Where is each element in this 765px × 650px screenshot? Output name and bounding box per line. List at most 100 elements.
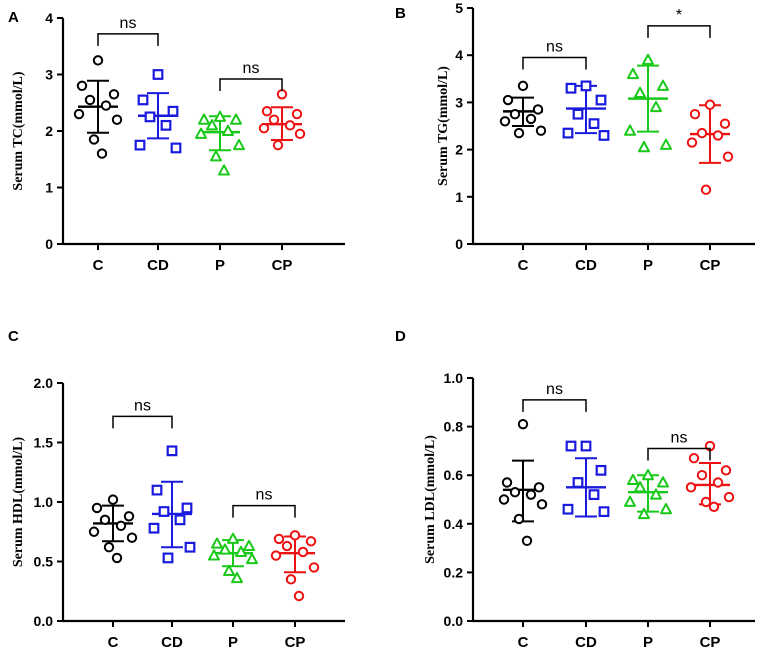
data-point — [638, 141, 650, 153]
y-axis-title: Serum TG(mmol/L) — [436, 66, 451, 186]
data-point — [268, 114, 280, 125]
data-point — [84, 94, 96, 106]
data-point — [499, 116, 511, 127]
data-point — [272, 139, 284, 151]
y-tick-label: 2 — [455, 142, 463, 158]
y-tick-label: 0 — [455, 236, 463, 252]
bracket-line — [219, 78, 283, 92]
data-point — [198, 113, 210, 125]
data-point — [712, 130, 724, 141]
x-tick-label-cp: CP — [272, 257, 293, 274]
data-point — [289, 530, 301, 541]
data-point — [685, 482, 697, 493]
data-point — [211, 537, 223, 549]
y-tick-label: 1 — [455, 189, 463, 205]
significance-bracket: ns — [522, 39, 587, 70]
data-point — [598, 130, 610, 141]
x-tick-label-c: C — [108, 634, 119, 650]
x-tick-label-c: C — [518, 634, 529, 650]
y-tick-label: 1 — [45, 180, 53, 196]
bracket-line — [522, 399, 587, 412]
significance-label: ns — [134, 397, 151, 414]
data-point — [502, 94, 514, 106]
series-p — [208, 532, 258, 584]
data-point — [166, 445, 178, 457]
data-point — [88, 134, 100, 145]
data-point — [627, 473, 639, 486]
data-point — [509, 487, 521, 498]
significance-label: ns — [120, 15, 137, 32]
data-point — [501, 477, 513, 488]
significance-label: * — [676, 7, 682, 24]
data-point — [206, 119, 218, 131]
x-tick-label-p: P — [643, 257, 653, 274]
data-point — [642, 469, 654, 481]
data-point — [170, 142, 182, 154]
data-point — [126, 532, 138, 543]
y-tick-label: 1.0 — [444, 370, 464, 386]
y-tick-label: 4 — [455, 47, 463, 63]
data-point — [634, 481, 646, 493]
x-tick-label-cp: CP — [285, 634, 306, 650]
data-point — [214, 110, 226, 122]
data-point — [660, 503, 672, 515]
series-c — [88, 494, 138, 564]
data-point — [91, 502, 103, 514]
data-point — [134, 139, 146, 151]
x-tick-label-p: P — [643, 634, 653, 650]
series-p — [195, 110, 245, 176]
x-tick-label-c: C — [518, 257, 529, 274]
data-point — [281, 540, 293, 552]
data-point — [308, 562, 320, 573]
data-point — [273, 533, 285, 545]
y-tick-label: 0.2 — [444, 564, 464, 580]
panel-c: C Serum HDL(mmol/L) 0.0 0.5 1.0 1.5 2.0 C CD P CP n… — [8, 328, 345, 650]
data-point — [521, 535, 533, 547]
data-point — [696, 470, 708, 481]
bracket-line — [522, 56, 587, 70]
data-point — [722, 151, 734, 162]
data-point — [231, 571, 243, 584]
y-tick-label: 0.4 — [444, 516, 464, 532]
series-cd — [562, 80, 610, 141]
data-point — [723, 491, 735, 503]
significance-bracket: ns — [232, 487, 296, 518]
data-point — [96, 148, 108, 159]
bracket-line — [97, 33, 159, 46]
data-point — [246, 552, 258, 565]
data-point — [92, 55, 104, 66]
data-point — [704, 99, 716, 110]
y-tick-label: 0.5 — [34, 554, 54, 570]
data-point — [624, 495, 636, 507]
data-point — [580, 440, 592, 452]
data-point — [627, 67, 639, 80]
data-point — [580, 80, 592, 92]
data-point — [167, 105, 179, 117]
x-tick-label-cd: CD — [575, 634, 597, 650]
data-point — [624, 124, 636, 136]
y-tick-label: 0.8 — [444, 419, 464, 435]
significance-bracket: ns — [522, 381, 587, 412]
data-point — [270, 550, 282, 561]
series-p — [624, 53, 672, 153]
y-tick-label: 2 — [45, 123, 53, 139]
series-cp — [686, 99, 734, 195]
y-tick-label: 0.0 — [34, 613, 54, 629]
data-point — [195, 127, 207, 139]
bracket-line — [647, 25, 711, 38]
data-point — [525, 113, 537, 125]
panel-b: B Serum TG(mmol/L) 0 1 2 3 4 5 C CD P CP ns * — [395, 0, 755, 274]
data-point — [305, 536, 317, 547]
data-point — [525, 489, 537, 500]
data-point — [227, 532, 239, 544]
data-point — [181, 502, 193, 514]
data-point — [536, 499, 548, 510]
data-point — [111, 552, 123, 564]
data-point — [533, 482, 545, 493]
data-point — [696, 127, 708, 139]
y-tick-label: 2.0 — [34, 375, 54, 391]
data-point — [498, 494, 510, 505]
data-point — [184, 541, 196, 553]
data-point — [107, 494, 119, 505]
